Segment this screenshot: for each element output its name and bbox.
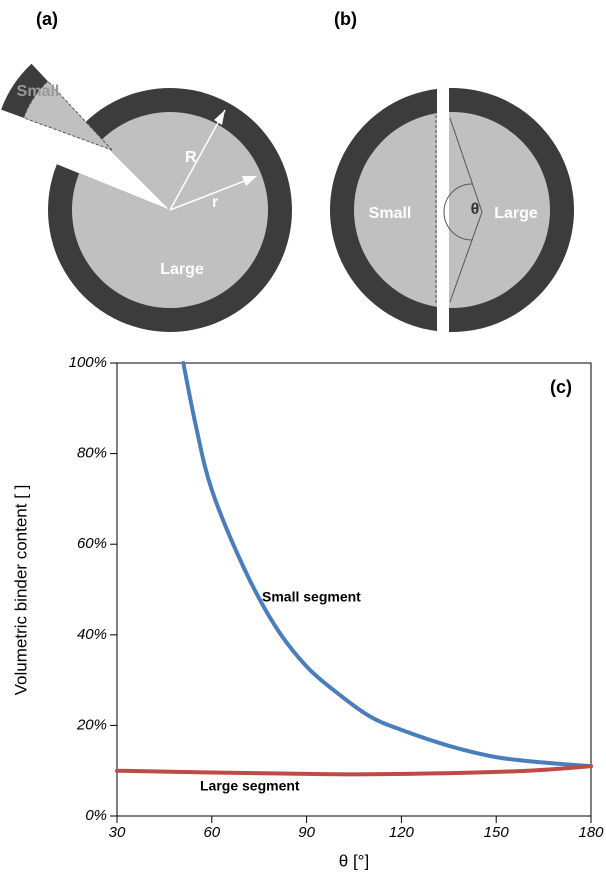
panel-label: (c) — [550, 377, 572, 397]
annotation: Small segment — [262, 589, 361, 605]
large-label: Large — [160, 261, 204, 278]
x-tick-label: 150 — [484, 824, 510, 841]
x-tick-label: 120 — [389, 824, 415, 841]
panel-label: (a) — [36, 9, 58, 29]
y-tick-label: 100% — [69, 354, 107, 371]
x-tick-label: 30 — [109, 824, 126, 841]
y-tick-label: 40% — [77, 626, 107, 643]
figure: (a) R r Large Small (b) Small Large θ — [0, 0, 606, 881]
y-tick-label: 0% — [85, 807, 107, 824]
annotation: Large segment — [200, 778, 300, 794]
panel-label: (b) — [334, 9, 357, 29]
x-axis-label: θ [°] — [339, 851, 369, 870]
y-axis-label: Volumetric binder content [ ] — [11, 485, 30, 696]
x-tick-label: 60 — [203, 824, 220, 841]
line-series — [183, 363, 591, 766]
diagram-a: R r Large Small — [1, 64, 292, 332]
line-series — [117, 766, 591, 774]
x-tick-label: 90 — [298, 824, 315, 841]
inner-radius-label: r — [212, 194, 218, 211]
large-label: Large — [494, 205, 538, 222]
y-tick-label: 20% — [76, 716, 107, 733]
small-label: Small — [17, 83, 60, 100]
y-tick-label: 80% — [77, 445, 107, 462]
chart: (c) θ [°] Volumetric binder content [ ] … — [11, 354, 604, 871]
x-tick-label: 180 — [578, 824, 604, 841]
diagram-b: Small Large θ — [330, 88, 574, 332]
outer-radius-label: R — [185, 149, 197, 166]
angle-label: θ — [471, 201, 480, 218]
small-label: Small — [369, 205, 412, 222]
y-tick-label: 60% — [77, 535, 107, 552]
